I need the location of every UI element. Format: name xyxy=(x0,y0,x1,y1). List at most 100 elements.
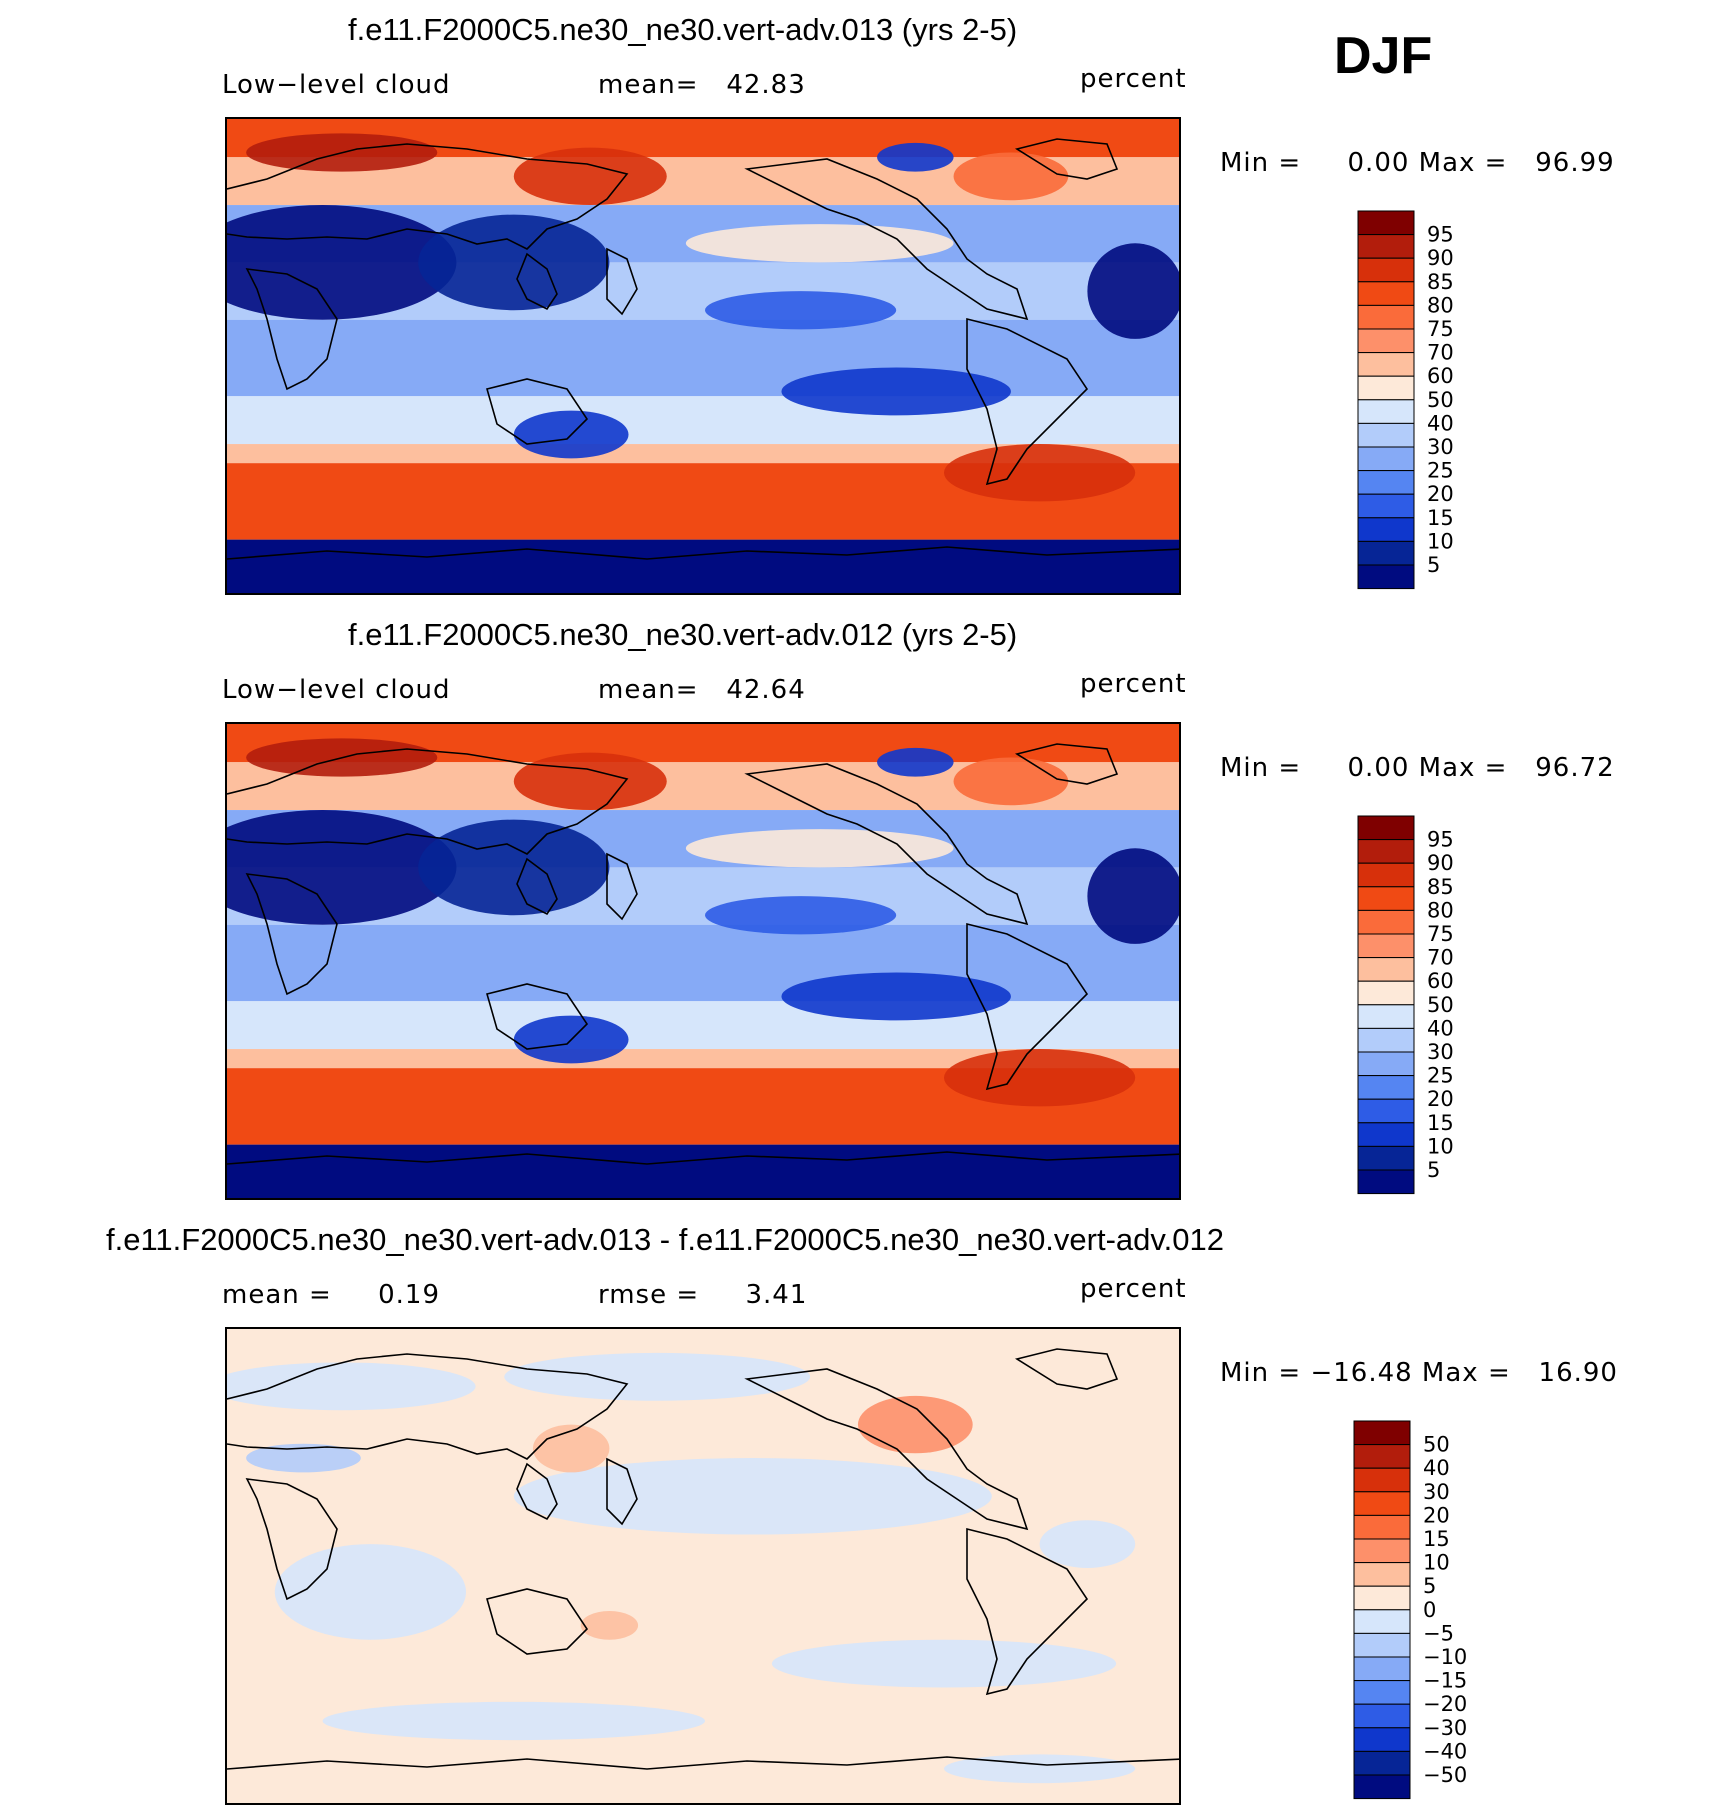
colorbar-swatch xyxy=(1357,1098,1415,1124)
map-band xyxy=(227,539,1179,593)
panel1-variable-label: Low−level cloud xyxy=(222,70,451,100)
coastline xyxy=(966,1527,1089,1696)
panel3-colorbar: 50 40 30 20 15 10 5 0 −5 −10 −15 −20 −30 −40 −50 xyxy=(1353,1420,1503,1800)
colorbar-swatch xyxy=(1353,1467,1411,1493)
panel3-title: f.e11.F2000C5.ne30_ne30.vert-adv.013 - f… xyxy=(106,1222,1224,1257)
colorbar-swatch xyxy=(1353,1727,1411,1752)
colorbar-tick-label: 95 xyxy=(1427,828,1454,852)
colorbar-swatch xyxy=(1357,234,1415,259)
colorbar-swatch xyxy=(1357,257,1415,283)
map-field xyxy=(227,1329,1179,1803)
colorbar-swatch xyxy=(1357,281,1415,306)
map-feature xyxy=(227,1362,476,1411)
map-feature xyxy=(513,1458,992,1535)
coastline xyxy=(227,1151,1179,1165)
colorbar-swatch xyxy=(1357,517,1415,542)
colorbar-swatch xyxy=(1357,886,1415,911)
panel3-units-label: percent xyxy=(1080,1274,1187,1304)
coastline xyxy=(245,268,338,391)
map-feature xyxy=(944,1754,1136,1784)
panel2-title: f.e11.F2000C5.ne30_ne30.vert-adv.012 (yr… xyxy=(348,617,1018,652)
colorbar-tick-label: 95 xyxy=(1427,223,1454,247)
colorbar-swatch xyxy=(1357,862,1415,888)
map-band xyxy=(227,444,1179,464)
colorbar-tick-label: −15 xyxy=(1423,1669,1467,1693)
panel1-title: f.e11.F2000C5.ne30_ne30.vert-adv.013 (yr… xyxy=(348,12,1018,47)
colorbar-swatch xyxy=(1357,422,1415,448)
coastline xyxy=(516,1462,558,1521)
colorbar-tick-label: 25 xyxy=(1427,1064,1454,1088)
colorbar-tick-label: 30 xyxy=(1423,1480,1450,1504)
colorbar-tick-label: 15 xyxy=(1427,1111,1454,1135)
colorbar-tick-label: 15 xyxy=(1423,1527,1450,1551)
colorbar-swatch xyxy=(1357,957,1415,982)
colorbar-swatch xyxy=(1357,352,1415,377)
coastline xyxy=(516,857,558,916)
colorbar-swatch xyxy=(1357,328,1415,354)
coastline xyxy=(1014,743,1119,785)
colorbar-tick-label: −10 xyxy=(1423,1645,1467,1669)
colorbar-tick-label: 60 xyxy=(1427,969,1454,993)
map-field xyxy=(227,724,1179,1198)
colorbar-tick-label: 40 xyxy=(1427,411,1454,435)
colorbar-swatch xyxy=(1357,304,1415,330)
map-band xyxy=(227,396,1179,445)
map-feature xyxy=(771,1639,1117,1688)
map-feature xyxy=(1087,243,1179,339)
colorbar-tick-label: 40 xyxy=(1423,1456,1450,1480)
coastline xyxy=(744,1368,1029,1531)
coastline xyxy=(744,763,1029,926)
map-feature xyxy=(513,147,667,206)
map-feature xyxy=(322,1701,705,1741)
colorbar-tick-label: 10 xyxy=(1427,1134,1454,1158)
colorbar-tick-label: 50 xyxy=(1427,388,1454,412)
colorbar-tick-label: 20 xyxy=(1427,1087,1454,1111)
coastline xyxy=(227,143,629,250)
colorbar-swatch xyxy=(1357,1075,1415,1100)
coastline xyxy=(966,317,1089,486)
colorbar-swatch xyxy=(1357,980,1415,1006)
coastline xyxy=(486,378,589,445)
colorbar-tick-label: 5 xyxy=(1427,553,1440,577)
colorbar-swatch xyxy=(1357,493,1415,519)
colorbar-swatch xyxy=(1353,1750,1411,1776)
colorbar-tick-label: 90 xyxy=(1427,851,1454,875)
colorbar-tick-label: −50 xyxy=(1423,1763,1467,1787)
colorbar-swatch xyxy=(1353,1585,1411,1611)
panel1-units-label: percent xyxy=(1080,64,1187,94)
colorbar-swatch xyxy=(1357,564,1415,590)
map-feature xyxy=(857,1395,973,1454)
map-feature xyxy=(953,757,1069,806)
panel3-mean-label: mean = 0.19 xyxy=(222,1280,440,1310)
colorbar-swatch xyxy=(1353,1632,1411,1658)
colorbar-swatch xyxy=(1357,1145,1415,1171)
colorbar-tick-label: 50 xyxy=(1423,1433,1450,1457)
colorbar-swatch xyxy=(1357,399,1415,424)
map-band xyxy=(227,1049,1179,1069)
colorbar-swatch xyxy=(1357,839,1415,864)
coastline xyxy=(1014,1348,1119,1390)
coastline xyxy=(606,247,638,316)
colorbar-tick-label: 30 xyxy=(1427,435,1454,459)
colorbar-tick-label: 80 xyxy=(1427,293,1454,317)
colorbar-swatch xyxy=(1357,210,1415,236)
colorbar-tick-label: 85 xyxy=(1427,875,1454,899)
colorbar-tick-label: 20 xyxy=(1427,482,1454,506)
colorbar-tick-label: −5 xyxy=(1423,1621,1454,1645)
colorbar-swatch xyxy=(1353,1444,1411,1469)
colorbar-swatch xyxy=(1353,1420,1411,1446)
coastline xyxy=(486,983,589,1050)
map-feature xyxy=(705,291,897,330)
map-band xyxy=(227,1001,1179,1050)
map-feature xyxy=(685,224,954,263)
colorbar-swatch xyxy=(1353,1703,1411,1729)
map-feature xyxy=(877,747,954,777)
panel2-map xyxy=(225,722,1181,1200)
panel1-minmax-label: Min = 0.00 Max = 96.99 xyxy=(1220,148,1615,178)
colorbar-tick-label: −40 xyxy=(1423,1739,1467,1763)
colorbar-tick-label: 60 xyxy=(1427,364,1454,388)
map-feature xyxy=(418,214,610,311)
coastline xyxy=(744,158,1029,321)
map-feature xyxy=(227,205,457,320)
